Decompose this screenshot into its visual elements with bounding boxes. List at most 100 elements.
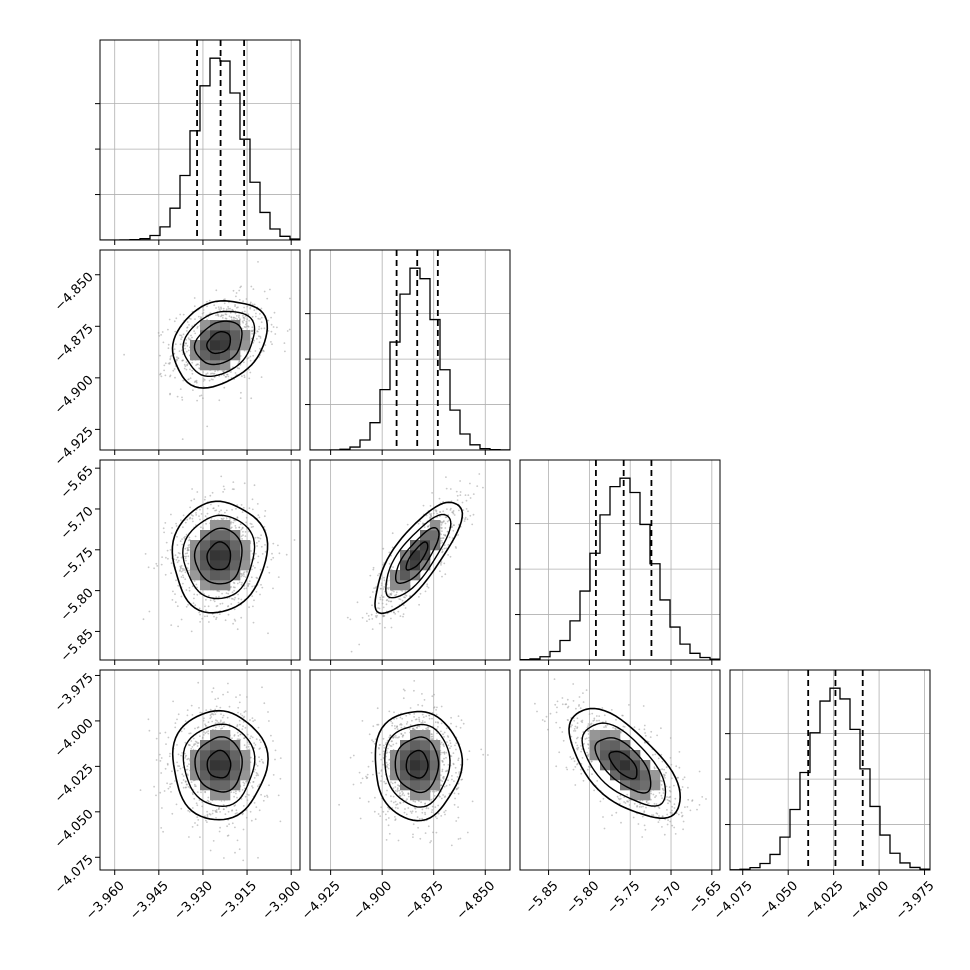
sample-point [267, 632, 269, 635]
sample-point [642, 705, 645, 707]
sample-point [233, 488, 235, 491]
sample-point [569, 756, 572, 758]
density-cell [430, 530, 441, 541]
sample-point [418, 725, 421, 728]
sample-point [666, 796, 668, 798]
sample-point [253, 303, 256, 306]
sample-point [671, 805, 673, 808]
sample-point [229, 307, 232, 310]
sample-point [404, 808, 406, 810]
sample-point [390, 745, 393, 747]
sample-point [196, 726, 199, 729]
sample-point [430, 811, 433, 814]
sample-point [441, 759, 443, 762]
sample-point [199, 621, 202, 623]
contour-level-1 [206, 331, 232, 355]
sample-point [209, 599, 212, 602]
sample-point [573, 760, 576, 763]
sample-point [388, 736, 391, 739]
sample-point [242, 781, 245, 784]
sample-point [664, 777, 666, 779]
sample-point [450, 844, 453, 847]
sample-point [480, 748, 483, 751]
density-cell [600, 730, 611, 741]
density-cell [230, 560, 241, 571]
contour-level-3 [385, 513, 452, 599]
sample-point [372, 591, 374, 593]
sample-point [246, 305, 249, 308]
sample-point [234, 525, 237, 527]
sample-point [222, 714, 225, 717]
sample-point [246, 733, 249, 736]
sample-point [288, 328, 291, 331]
sample-point [208, 299, 211, 302]
sample-point [181, 336, 183, 339]
sample-point [234, 620, 237, 622]
sample-point [205, 373, 208, 376]
density-cell [600, 760, 611, 771]
sample-point [442, 500, 445, 503]
sample-point [188, 763, 190, 766]
sample-point [286, 330, 289, 332]
sample-point [220, 719, 222, 722]
sample-point [212, 687, 215, 690]
sample-point [409, 810, 412, 813]
sample-point [181, 567, 184, 570]
sample-point [455, 742, 458, 744]
sample-point [403, 811, 406, 814]
sample-point [427, 728, 430, 730]
sample-point [425, 807, 428, 810]
sample-point [236, 796, 238, 799]
sample-point [257, 726, 260, 729]
sample-point [252, 720, 255, 722]
contour-level-3 [581, 722, 667, 807]
sample-point [164, 522, 167, 524]
sample-point [206, 813, 209, 816]
sample-point [399, 615, 402, 617]
sample-point [412, 800, 415, 802]
sample-point [383, 780, 386, 783]
sample-point [255, 576, 258, 579]
sample-point [177, 765, 179, 767]
sample-point [388, 710, 391, 713]
sample-point [642, 805, 644, 808]
sample-point [160, 563, 163, 566]
sample-point [394, 594, 396, 597]
sample-point [448, 536, 451, 539]
sample-point [169, 375, 171, 378]
sample-point [183, 536, 186, 539]
sample-point [245, 809, 248, 812]
sample-point [645, 806, 647, 809]
sample-point [439, 511, 442, 513]
sample-point [457, 534, 459, 536]
sample-point [188, 378, 190, 380]
sample-point [599, 800, 602, 803]
sample-point [459, 726, 462, 729]
sample-point [209, 494, 212, 497]
density-cell [610, 770, 621, 781]
sample-point [260, 758, 263, 761]
sample-point [450, 716, 452, 719]
sample-point [176, 356, 178, 358]
sample-point [595, 715, 598, 717]
sample-point [441, 548, 444, 551]
sample-point [412, 823, 415, 826]
sample-point [202, 378, 205, 380]
sample-point [222, 517, 225, 520]
sample-point [184, 365, 187, 368]
density-cell [190, 570, 201, 581]
contour-level-1 [405, 541, 429, 571]
sample-point [187, 809, 190, 812]
sample-point [181, 438, 184, 440]
sample-point [426, 726, 429, 729]
sample-point [430, 735, 433, 738]
sample-point [180, 730, 183, 733]
sample-point [673, 803, 676, 806]
sample-point [189, 368, 191, 371]
sample-point [495, 439, 497, 441]
sample-point [240, 535, 243, 538]
sample-point [250, 735, 253, 738]
sample-point [251, 595, 254, 597]
y-tick-label: −3.975 [52, 671, 97, 716]
sample-point [380, 758, 383, 761]
